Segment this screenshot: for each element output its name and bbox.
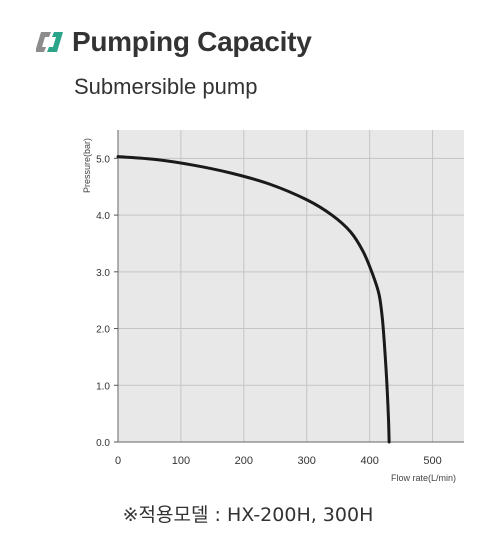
y-tick-label: 2.0 — [96, 325, 110, 336]
logo-left-bracket — [36, 32, 51, 52]
x-axis-label: Flow rate(L/min) — [391, 473, 456, 483]
x-tick-label: 200 — [235, 455, 253, 467]
x-tick-label: 400 — [360, 455, 378, 467]
y-axis-label: Pressure(bar) — [82, 138, 92, 193]
x-tick-label: 0 — [115, 455, 121, 467]
x-tick-label: 300 — [298, 455, 316, 467]
x-tick-label: 100 — [172, 455, 190, 467]
y-tick-label: 4.0 — [96, 211, 110, 222]
logo-right-bracket — [47, 32, 63, 52]
slanted-brackets-icon — [36, 32, 63, 52]
y-tick-label: 3.0 — [96, 268, 110, 279]
x-tick-label: 500 — [423, 455, 441, 467]
header: Pumping Capacity — [36, 26, 312, 58]
page-title: Pumping Capacity — [72, 26, 312, 57]
pump-curve-line — [116, 155, 391, 444]
page-subtitle: Submersible pump — [74, 74, 258, 99]
title-row: Pumping Capacity — [36, 26, 312, 58]
y-tick-label: 1.0 — [96, 381, 110, 392]
y-tick-label: 0.0 — [96, 438, 110, 449]
plot-background — [118, 130, 464, 442]
applicable-models-note: ※적용모델 : HX-200H, 300H — [122, 504, 374, 526]
y-tick-label: 5.0 — [96, 154, 110, 165]
